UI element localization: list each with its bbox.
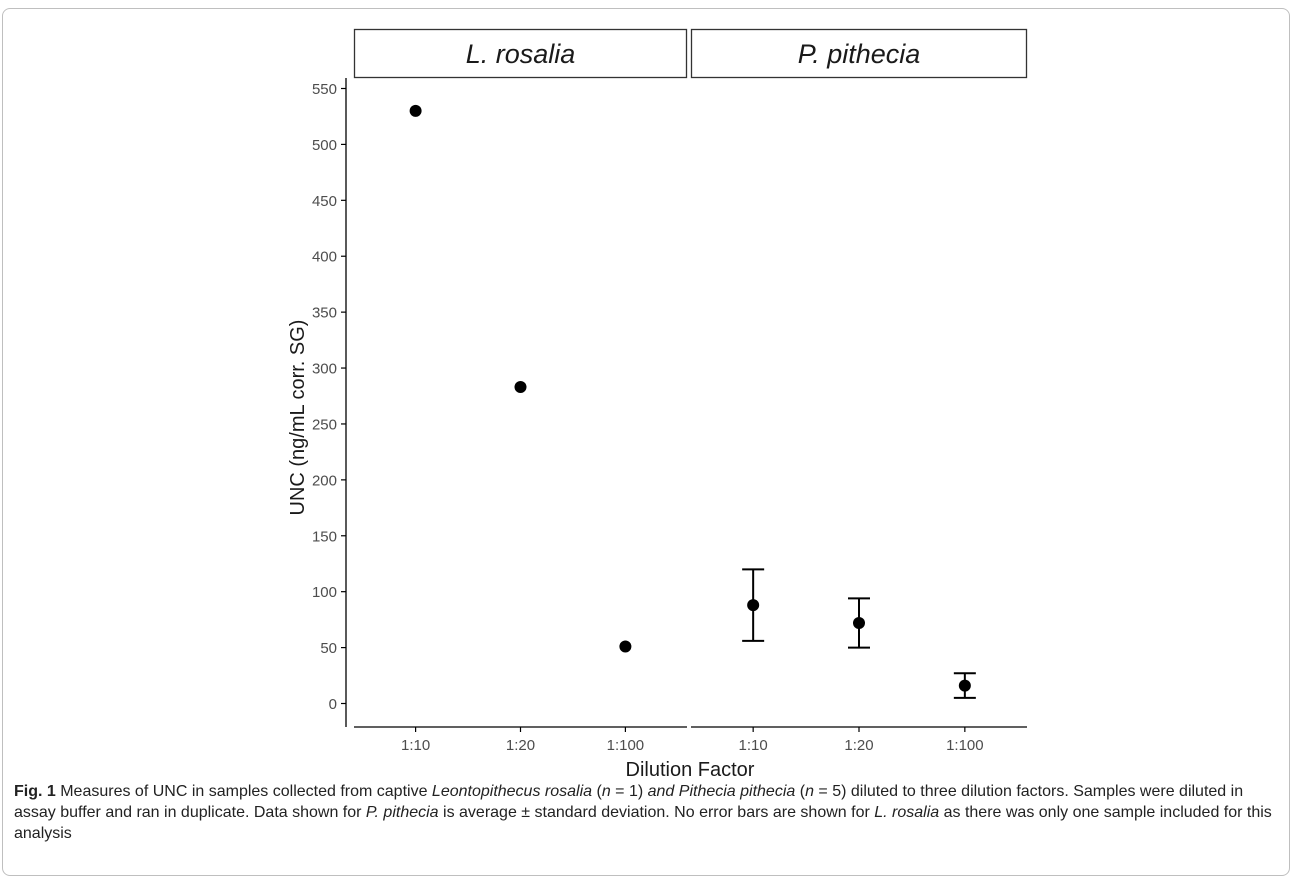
data-point [619, 640, 632, 653]
caption-run: is average ± standard deviation. No erro… [438, 804, 875, 821]
y-tick-label: 250 [312, 416, 337, 433]
caption-run: Leontopithecus rosalia [431, 783, 593, 800]
y-axis-label: UNC (ng/mL corr. SG) [287, 320, 309, 516]
y-tick-label: 350 [312, 305, 337, 322]
data-point [958, 679, 971, 692]
y-tick-label: 100 [312, 584, 337, 601]
data-point [747, 599, 760, 612]
y-tick-label: 400 [312, 249, 337, 266]
caption-run: as there was only one sample included fo… [14, 804, 1272, 842]
caption-run: ( [592, 783, 602, 800]
facet-strip [353, 28, 688, 79]
y-tick-label: 50 [320, 640, 337, 657]
caption-run: P. pithecia [365, 804, 439, 821]
y-tick-label: 550 [312, 81, 337, 98]
y-tick-label: 200 [312, 472, 337, 489]
facet-label: P. pithecia [798, 39, 921, 69]
x-tick-label: 1:20 [506, 737, 535, 754]
x-tick-label: 1:100 [607, 737, 645, 754]
x-tick-label: 1:10 [739, 737, 768, 754]
figure-caption: Fig. 1 Measures of UNC in samples collec… [14, 781, 1276, 844]
faceted-scatter-chart: L. rosalia P. pithecia 0 50 100 150 200 250 300 3… [287, 28, 1028, 780]
figure-frame [2, 8, 1290, 876]
caption-run: = 1) [610, 783, 648, 800]
caption-run: L. rosalia [874, 804, 940, 821]
y-tick-label: 300 [312, 361, 337, 378]
facet-label: L. rosalia [466, 39, 576, 69]
caption-run: ( [795, 783, 806, 800]
facet-strip [690, 28, 1028, 79]
caption-run: n [805, 783, 814, 800]
y-tick-label: 150 [312, 528, 337, 545]
data-point [853, 616, 865, 629]
x-axis-label: Dilution Factor [626, 759, 755, 780]
caption-run: Measures of UNC in samples collected fro… [55, 783, 432, 800]
x-tick-label: 1:20 [844, 737, 873, 754]
caption-run: n [601, 783, 611, 800]
caption-figure-number: Fig. 1 [14, 783, 56, 800]
caption-run: and Pithecia pithecia [647, 783, 796, 800]
x-tick-label: 1:100 [946, 737, 984, 754]
x-tick-label: 1:10 [401, 737, 430, 754]
y-tick-label: 0 [329, 696, 337, 713]
data-point [514, 381, 527, 394]
y-tick-label: 500 [312, 137, 337, 154]
caption-text: Measures of UNC in samples collected fro… [14, 783, 1272, 842]
data-point [409, 104, 422, 117]
caption-run: = 5) diluted to three dilution factors. … [14, 783, 1244, 821]
y-tick-label: 450 [312, 193, 337, 210]
